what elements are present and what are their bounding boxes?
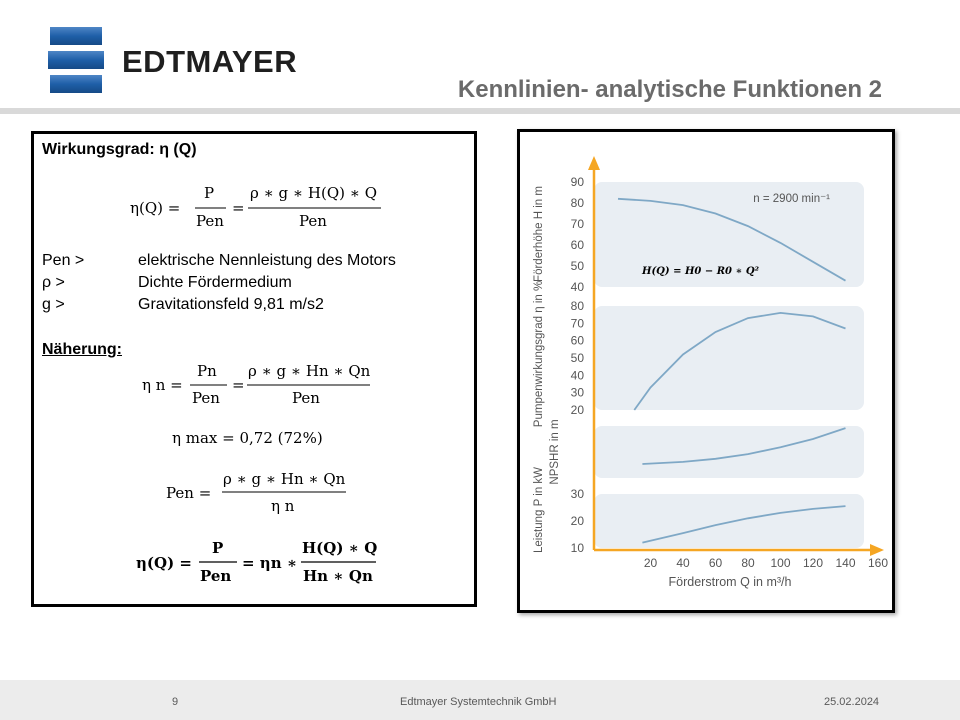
speed-annotation: n = 2900 min⁻¹ — [753, 193, 830, 205]
x-tick-label-120: 120 — [803, 556, 823, 570]
eq1-frac2-num: ρ ∗ g ∗ H(Q) ∗ Q — [250, 184, 377, 202]
eq2-eq: = — [232, 376, 245, 394]
eq5-mid: = ηn ∗ — [242, 554, 298, 572]
footer-bar — [0, 680, 960, 720]
eq2-lhs: η n = — [142, 376, 183, 394]
eq2-frac2-num: ρ ∗ g ∗ Hn ∗ Qn — [248, 362, 371, 380]
y-label-npshr: NPSHR in m — [549, 419, 561, 484]
eq1-frac1-num: P — [204, 184, 215, 202]
chart-panel-2-bg — [594, 306, 864, 410]
panel-1-y-tick-90: 90 — [571, 175, 585, 189]
def-text-g: Gravitationsfeld 9,81 m/s2 — [138, 296, 324, 313]
panel-2-y-tick-20: 20 — [571, 403, 585, 417]
def-text-rho: Dichte Fördermedium — [138, 274, 292, 291]
approx-heading: Näherung: — [42, 341, 122, 358]
eq4-lhs: Pen = — [166, 484, 212, 502]
logo-text: EDTMAYER — [122, 44, 298, 79]
x-tick-label-60: 60 — [709, 556, 723, 570]
panel-1-y-tick-60: 60 — [571, 238, 585, 252]
panel-1-y-tick-40: 40 — [571, 280, 585, 294]
eq4-num: ρ ∗ g ∗ Hn ∗ Qn — [223, 470, 346, 488]
x-axis-arrow-icon — [870, 544, 884, 556]
eq1-frac1-den: Pen — [196, 212, 224, 230]
panel-1-y-tick-80: 80 — [571, 196, 585, 210]
eq4-den: η n — [271, 497, 295, 515]
eq5-frac1-den: Pen — [200, 567, 232, 585]
def-symbol-g: g > — [42, 296, 65, 313]
panel-2-curve — [633, 311, 846, 411]
panel-4-y-tick-30: 30 — [571, 487, 585, 501]
panel-2-y-tick-30: 30 — [571, 386, 585, 400]
footer-company: Edtmayer Systemtechnik GmbH — [400, 696, 557, 708]
panel-2-y-tick-50: 50 — [571, 351, 585, 365]
eq3: η max = 0,72 (72%) — [172, 429, 323, 447]
y-label-head: Förderhöhe H in m — [533, 186, 545, 282]
eq1-eq: = — [232, 199, 245, 217]
x-tick-label-100: 100 — [770, 556, 790, 570]
def-text-pen: elektrische Nennleistung des Motors — [138, 252, 396, 269]
eq5-lhs: η(Q) = — [136, 554, 192, 572]
panel-4-y-tick-10: 10 — [571, 541, 585, 555]
pump-curve-chart: 20 40 60 80 100 120 140 160 Förderstrom Q in m³/… — [517, 129, 895, 613]
eq1-frac2-den: Pen — [299, 212, 327, 230]
eq5-frac2-num: H(Q) ∗ Q — [302, 539, 378, 557]
y-label-efficiency: Pumpenwirkungsgrad η in % — [533, 281, 545, 427]
y-label-power: Leistung P in kW — [533, 467, 545, 553]
chart-panel-4-bg — [594, 494, 864, 548]
eq2-frac1-den: Pen — [192, 389, 220, 407]
eq1-lhs: η(Q) = — [130, 199, 181, 217]
panel-2-y-tick-70: 70 — [571, 316, 585, 330]
title-divider — [0, 108, 960, 114]
def-symbol-rho: ρ > — [42, 274, 65, 291]
panel-2-y-tick-80: 80 — [571, 299, 585, 313]
x-tick-label-160: 160 — [868, 556, 888, 570]
eq2-frac2-den: Pen — [292, 389, 320, 407]
panel-4-y-tick-20: 20 — [571, 514, 585, 528]
x-tick-label-20: 20 — [644, 556, 658, 570]
head-curve-formula: H(Q) = H0 − R0 ∗ Q² — [641, 266, 760, 277]
panel-2-y-tick-40: 40 — [571, 368, 585, 382]
y-axis-arrow-icon — [588, 156, 600, 170]
x-tick-label-140: 140 — [835, 556, 855, 570]
x-tick-label-80: 80 — [741, 556, 755, 570]
chart-panel-3-bg — [594, 426, 864, 478]
company-logo-icon — [48, 27, 104, 93]
x-tick-label-40: 40 — [676, 556, 690, 570]
footer-page-number: 9 — [172, 696, 179, 708]
eq5-frac2-den: Hn ∗ Qn — [303, 567, 373, 585]
efficiency-heading: Wirkungsgrad: η (Q) — [42, 141, 197, 158]
eq5-frac1-num: P — [212, 539, 224, 557]
chart-panel-1-bg — [594, 182, 864, 287]
panel-1-curve — [617, 197, 846, 282]
def-symbol-pen: Pen > — [42, 252, 85, 269]
panel-4-curve — [642, 505, 846, 544]
footer-date: 25.02.2024 — [824, 696, 880, 708]
pump-curve-svg: 20 40 60 80 100 120 140 160 Förderstrom Q in m³/… — [533, 156, 888, 589]
formula-panel — [31, 131, 477, 607]
slide-title: Kennlinien- analytische Funktionen 2 — [457, 76, 882, 103]
panel-1-y-tick-70: 70 — [571, 217, 585, 231]
panel-1-y-tick-50: 50 — [571, 259, 585, 273]
x-axis-label: Förderstrom Q in m³/h — [669, 575, 792, 589]
panel-3-curve — [642, 427, 846, 465]
eq2-frac1-num: Pn — [197, 362, 217, 380]
panel-2-y-tick-60: 60 — [571, 334, 585, 348]
